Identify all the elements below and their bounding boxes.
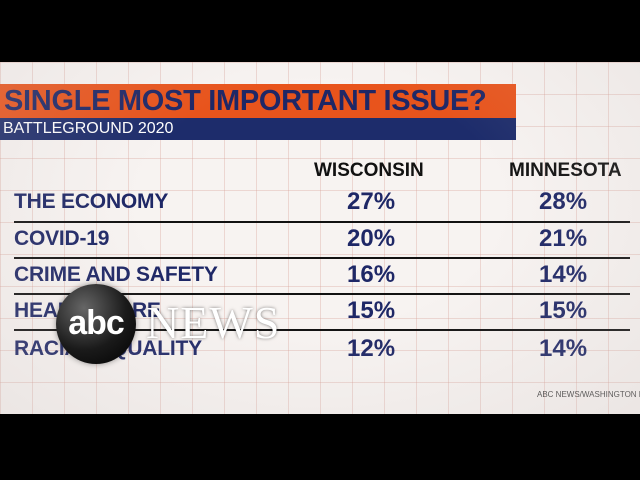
- wisconsin-value: 20%: [347, 225, 396, 252]
- minnesota-value: 15%: [539, 297, 588, 324]
- chart-subtitle: BATTLEGROUND 2020: [3, 120, 174, 137]
- news-logo-text: NEWS: [146, 297, 281, 348]
- abc-logo-circle: abc: [56, 284, 136, 364]
- wisconsin-value: 15%: [347, 297, 396, 324]
- row-divider: [14, 293, 630, 295]
- row-divider: [14, 221, 630, 223]
- wisconsin-value: 16%: [347, 261, 396, 288]
- row-divider: [14, 257, 630, 259]
- row-divider: [14, 329, 630, 331]
- row-label: CRIME AND SAFETY: [14, 263, 218, 286]
- source-credit: ABC NEWS/WASHINGTON PO: [537, 390, 640, 399]
- wisconsin-value: 12%: [347, 335, 396, 362]
- graphic-panel: SINGLE MOST IMPORTANT ISSUE? BATTLEGROUN…: [0, 62, 640, 414]
- table-row: THE ECONOMY 27% 28%: [0, 186, 640, 223]
- column-header-wisconsin: WISCONSIN: [314, 160, 424, 181]
- title-bar: SINGLE MOST IMPORTANT ISSUE?: [0, 84, 516, 118]
- subtitle-bar: BATTLEGROUND 2020: [0, 118, 516, 140]
- minnesota-value: 14%: [539, 335, 588, 362]
- table-row: COVID-19 20% 21%: [0, 223, 640, 259]
- wisconsin-value: 27%: [347, 188, 396, 215]
- abc-logo-text: abc: [68, 304, 125, 342]
- row-label: COVID-19: [14, 227, 110, 250]
- row-label: THE ECONOMY: [14, 190, 169, 213]
- abc-news-logo: abc NEWS: [56, 284, 316, 364]
- chart-title: SINGLE MOST IMPORTANT ISSUE?: [4, 85, 487, 117]
- minnesota-value: 28%: [539, 188, 588, 215]
- minnesota-value: 14%: [539, 261, 588, 288]
- column-header-minnesota: MINNESOTA: [509, 160, 622, 181]
- minnesota-value: 21%: [539, 225, 588, 252]
- table-row: CRIME AND SAFETY 16% 14%: [0, 259, 640, 295]
